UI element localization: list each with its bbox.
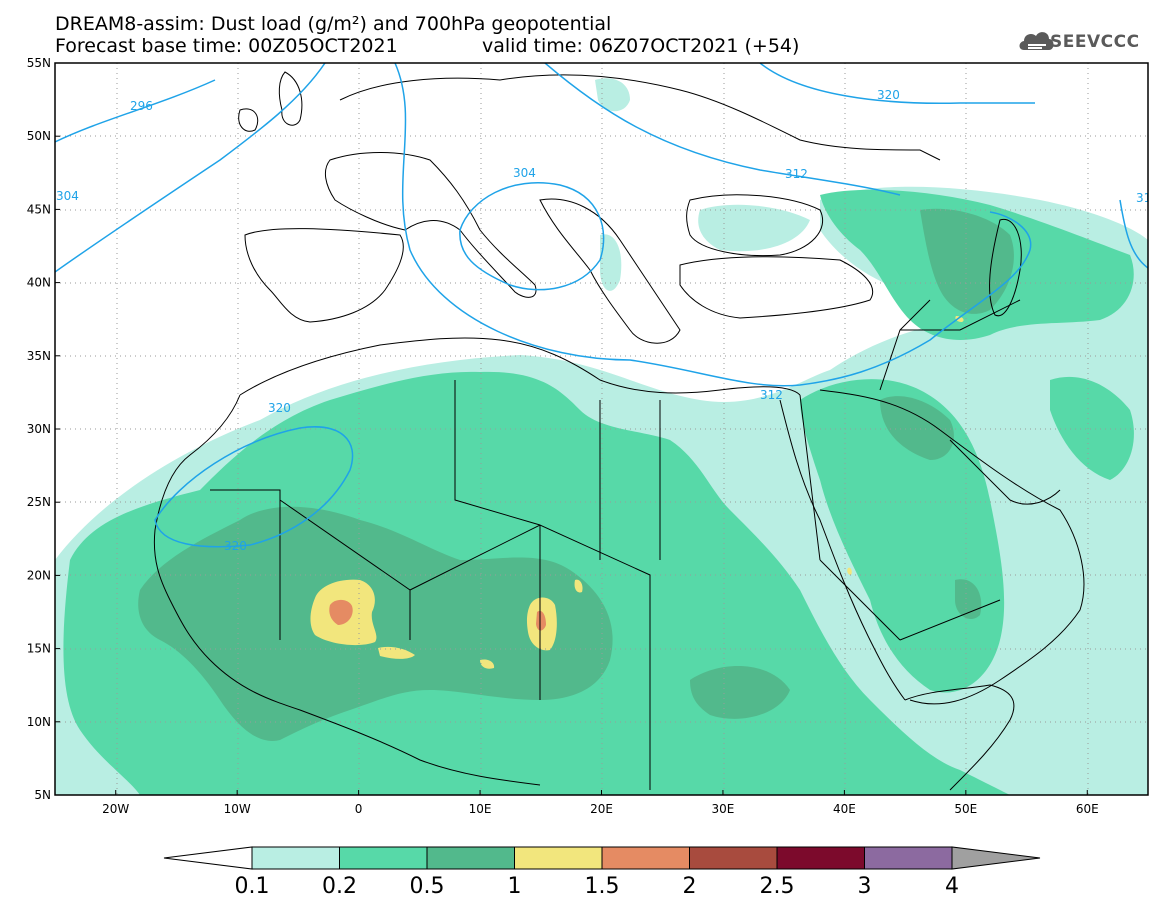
colorbar-label: 2.5 [760,874,795,899]
lon-tick-label: 30E [712,802,735,816]
map-grid [55,63,1148,795]
colorbar-swatch [339,846,428,870]
lon-tick-label: 40E [833,802,856,816]
lat-tick-label: 55N [27,56,51,70]
geopotential-contours [55,63,1148,548]
colorbar-label: 2 [683,874,697,899]
contour-label: 31 [1136,191,1151,205]
colorbar-label: 0.1 [235,874,270,899]
lat-tick-label: 45N [27,202,51,216]
dust-field-dark [138,208,1014,741]
colorbar-swatch [689,846,778,870]
map-title: DREAM8-assim: Dust load (g/m²) and 700hP… [55,13,612,35]
lat-tick-label: 35N [27,349,51,363]
coastlines [153,71,1085,791]
lat-tick-label: 5N [34,788,51,802]
forecast-base-time: Forecast base time: 00Z05OCT2021 [55,35,398,57]
lon-tick-label: 10E [469,802,492,816]
colorbar: 0.1 0.2 0.5 1 1.5 2 2.5 3 4 [163,846,1041,899]
valid-time: valid time: 06Z07OCT2021 (+54) [482,35,800,57]
lat-tick-label: 40N [27,276,51,290]
colorbar-high-arrow [951,846,1041,870]
contour-label: 320 [224,539,247,553]
contour-label: 296 [130,99,153,113]
lat-tick-label: 25N [27,495,51,509]
contour-label: 320 [268,401,291,415]
colorbar-label: 0.2 [322,874,357,899]
lon-tick-label: 50E [954,802,977,816]
colorbar-label: 1 [508,874,522,899]
colorbar-swatch [776,846,865,870]
lon-tick-label: 20E [590,802,613,816]
colorbar-label: 3 [858,874,872,899]
colorbar-label: 1.5 [585,874,620,899]
contour-labels: 296 304 304 312 312 320 320 320 31 [56,88,1151,553]
colorbar-swatch [426,846,515,870]
cloud-icon [1019,32,1054,50]
colorbar-swatch [864,846,953,870]
latitude-tick-labels: 55N 50N 45N 40N 35N 30N 25N 20N 15N 10N 5N [27,56,60,802]
contour-label: 312 [760,388,783,402]
dust-field-peak [329,599,546,631]
colorbar-swatch [514,846,603,870]
colorbar-low-arrow [163,846,253,870]
contour-label: 304 [513,166,536,180]
lon-tick-label: 10W [224,802,251,816]
contour-label: 312 [785,167,808,181]
lat-tick-label: 30N [27,422,51,436]
colorbar-label: 0.5 [410,874,445,899]
lat-tick-label: 10N [27,715,51,729]
lon-tick-label: 20W [102,802,129,816]
colorbar-swatch [601,846,690,870]
colorbar-label: 4 [945,874,959,899]
lon-tick-label: 60E [1076,802,1099,816]
contour-label: 320 [877,88,900,102]
lat-tick-label: 15N [27,642,51,656]
lon-tick-label: 0 [355,802,363,816]
lat-tick-label: 20N [27,568,51,582]
colorbar-swatch [251,846,340,870]
logo-text: SEEVCCC [1050,32,1140,52]
contour-label: 304 [56,189,79,203]
lat-tick-label: 50N [27,129,51,143]
longitude-tick-labels: 20W 10W 0 10E 20E 30E 40E 50E 60E [102,790,1099,816]
